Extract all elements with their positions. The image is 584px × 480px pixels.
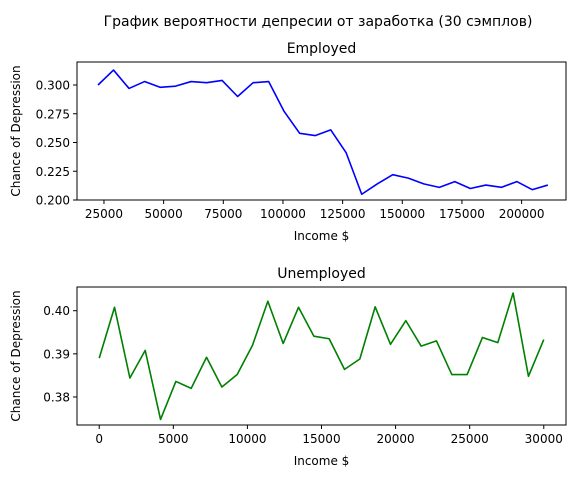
unemployed-x-axis-label: Income $ <box>294 454 350 468</box>
employed-axes-frame <box>76 61 567 201</box>
unemployed-y-tick-label: 0.38 <box>43 390 70 404</box>
unemployed-x-tick-label: 25000 <box>451 432 489 446</box>
unemployed-title: Unemployed <box>277 266 366 282</box>
employed-x-axis-label: Income $ <box>294 229 350 243</box>
employed-x-tick-label: 200000 <box>499 207 545 221</box>
employed-y-axis-label: Chance of Depression <box>9 65 23 196</box>
figure-suptitle: График вероятности депресии от заработка… <box>104 14 533 30</box>
unemployed-x-tick-label: 15000 <box>302 432 340 446</box>
employed-y-tick-label: 0.225 <box>36 165 70 179</box>
unemployed-x-tick-label: 20000 <box>376 432 414 446</box>
subplot-employed: 25000 50000 75000 100000 125000 150000 175000 2… <box>9 41 567 243</box>
employed-y-tick-label: 0.250 <box>36 136 70 150</box>
unemployed-y-axis-label: Chance of Depression <box>9 290 23 421</box>
unemployed-x-tick-label: 5000 <box>158 432 189 446</box>
unemployed-x-tick-label: 0 <box>95 432 103 446</box>
unemployed-x-tick-label: 10000 <box>228 432 266 446</box>
employed-x-tick-label: 175000 <box>439 207 485 221</box>
unemployed-y-tick-label: 0.39 <box>43 347 70 361</box>
employed-y-tick-label: 0.200 <box>36 194 70 208</box>
employed-title: Employed <box>287 41 357 57</box>
employed-x-tick-label: 150000 <box>379 207 425 221</box>
employed-x-tick-label: 75000 <box>204 207 242 221</box>
employed-y-tick-label: 0.300 <box>36 79 70 93</box>
employed-series-line <box>97 69 549 196</box>
employed-x-tick-label: 100000 <box>260 207 306 221</box>
unemployed-x-tick-label: 30000 <box>525 432 563 446</box>
unemployed-axes-frame <box>76 286 567 426</box>
unemployed-y-tick-label: 0.40 <box>43 304 70 318</box>
unemployed-series-line <box>98 292 545 421</box>
employed-x-tick-label: 25000 <box>85 207 123 221</box>
employed-x-tick-label: 50000 <box>145 207 183 221</box>
subplot-unemployed: 0 5000 10000 15000 20000 25000 30000 0.38 0.39 0.… <box>9 266 567 468</box>
employed-x-tick-label: 125000 <box>320 207 366 221</box>
employed-y-tick-label: 0.275 <box>36 107 70 121</box>
